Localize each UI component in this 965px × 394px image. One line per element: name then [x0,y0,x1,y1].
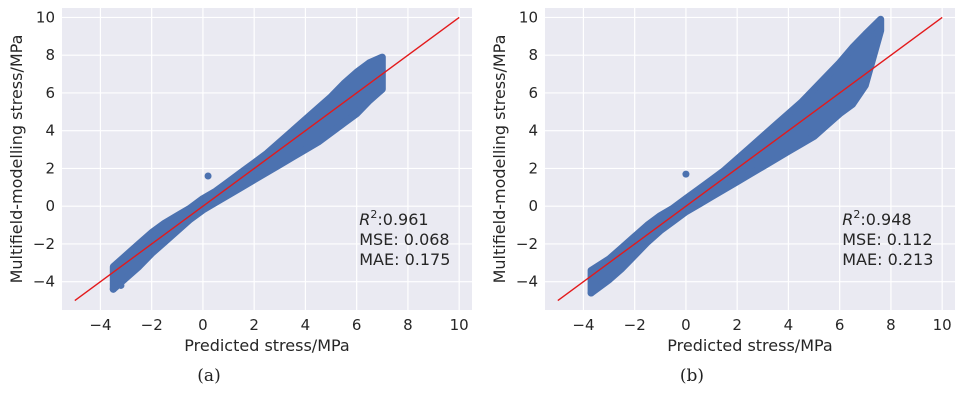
x-tick-label: 10 [933,316,952,334]
r2-annotation: R2:0.961 [359,208,428,229]
scatter-point [843,98,851,106]
y-tick-label: −2 [33,235,55,253]
panel-caption-a: (a) [197,366,221,386]
x-tick-label: 6 [835,316,845,334]
x-tick-label: −2 [141,316,163,334]
y-tick-label: −4 [516,273,538,291]
y-tick-label: 10 [519,8,538,26]
panel-caption-b: (b) [679,366,705,386]
y-tick-label: 10 [36,8,55,26]
x-axis-label: Predicted stress/MPa [667,336,832,355]
y-axis-label: Multifield-modelling stress/MPa [490,35,509,284]
scatter-point [851,95,859,103]
y-tick-label: 8 [528,46,538,64]
y-tick-label: 6 [528,84,538,102]
scatter-point [682,170,690,178]
x-tick-label: 4 [784,316,794,334]
y-tick-label: 0 [528,197,538,215]
y-tick-label: 2 [45,159,55,177]
x-tick-label: −2 [624,316,646,334]
y-axis-label: Multifield-modelling stress/MPa [7,35,26,284]
y-tick-label: 6 [45,84,55,102]
y-tick-label: −2 [516,235,538,253]
x-tick-label: −4 [572,316,594,334]
scatter-points-cloud [587,15,885,297]
scatter-point [109,285,117,293]
mse-annotation: MSE: 0.068 [359,230,449,249]
x-tick-label: 0 [681,316,691,334]
panel-b: −4 −2 0 2 4 6 8 10 −4 −2 0 2 4 6 8 10 R2:0.948 MSE: 0.112… [483,0,965,394]
x-tick-label: 0 [198,316,208,334]
x-tick-label: 4 [301,316,311,334]
y-tick-label: 2 [528,159,538,177]
x-tick-label: 8 [403,316,413,334]
x-tick-label: −4 [89,316,111,334]
mae-annotation: MAE: 0.175 [359,250,450,269]
x-tick-label: 10 [450,316,469,334]
scatter-point [117,281,125,289]
reference-line [74,16,460,302]
r2-annotation: R2:0.948 [842,208,911,229]
reference-line [557,16,943,302]
x-tick-label: 2 [249,316,259,334]
x-tick-label: 2 [732,316,742,334]
x-axis-label: Predicted stress/MPa [184,336,349,355]
mse-annotation: MSE: 0.112 [842,230,932,249]
panel-a: −4 −2 0 2 4 6 8 10 −4 −2 0 2 4 6 8 10 R2:0.961 MSE: 0.068… [0,0,482,394]
x-tick-label: 6 [352,316,362,334]
x-tick-label: 8 [886,316,896,334]
y-tick-label: 8 [45,46,55,64]
y-tick-label: −4 [33,273,55,291]
mae-annotation: MAE: 0.213 [842,250,933,269]
y-tick-label: 4 [45,122,55,140]
scatter-point [587,289,595,297]
scatter-point [204,172,212,180]
y-tick-label: 4 [528,122,538,140]
y-tick-label: 0 [45,197,55,215]
